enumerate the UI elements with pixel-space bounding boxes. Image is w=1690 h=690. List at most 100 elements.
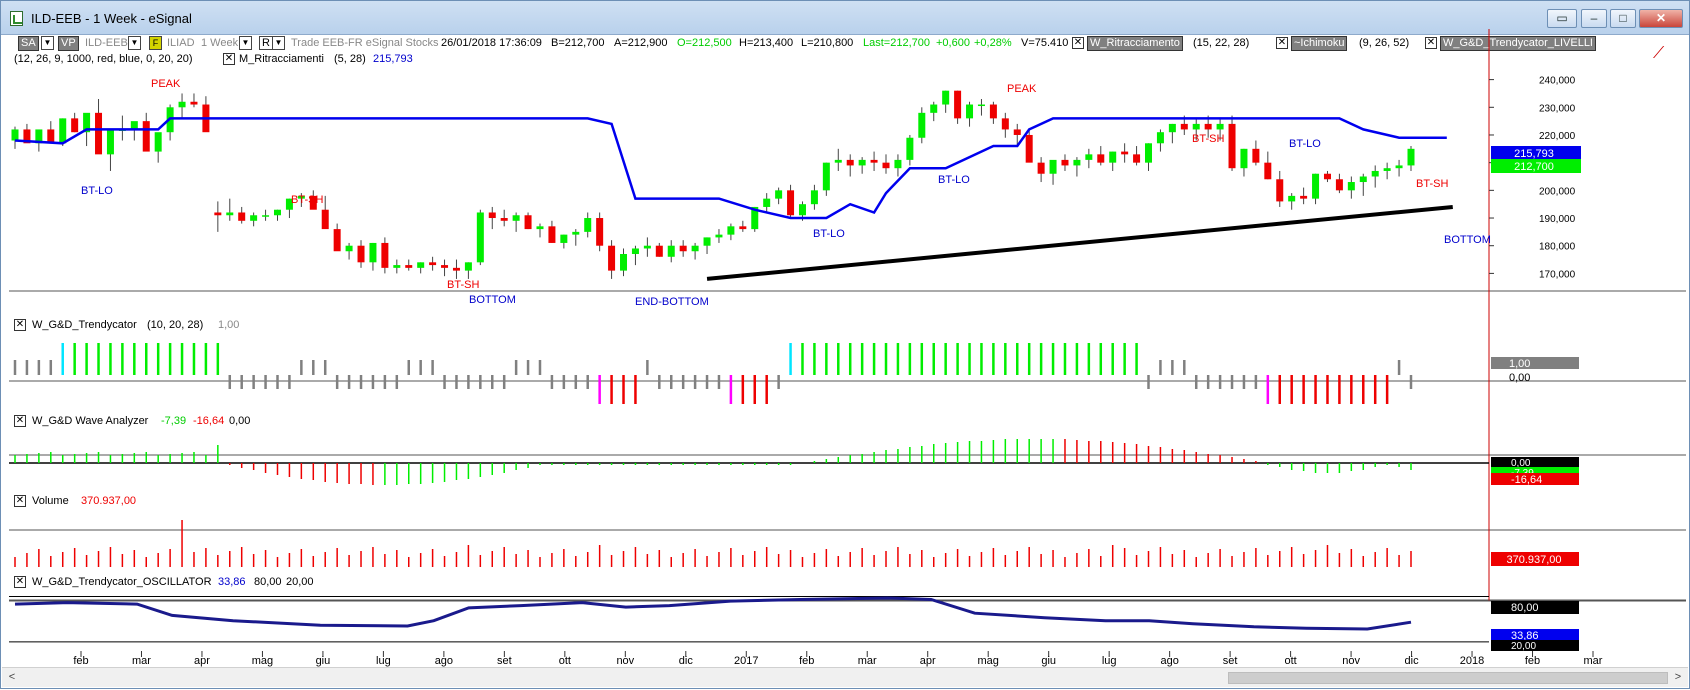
date-label: ago [1160, 655, 1178, 667]
date-label: apr [194, 655, 210, 667]
date-label: giu [1041, 655, 1056, 667]
candle-body [596, 218, 604, 246]
symbol-dropdown-chevron-icon[interactable]: ▼ [128, 36, 141, 50]
trade-info: Trade EEB-FR eSignal Stocks [291, 37, 439, 49]
candle-body [1335, 179, 1343, 191]
horizontal-scrollbar[interactable]: < > [2, 667, 1688, 687]
candle-body [393, 265, 401, 268]
candle-body [381, 242, 389, 268]
osc-badge-20-text: 20,00 [1511, 641, 1536, 652]
date-label: nov [1342, 655, 1360, 667]
minimize-button[interactable]: – [1581, 9, 1607, 28]
bid: B=212,700 [551, 37, 605, 49]
candle-body [822, 162, 830, 191]
study-ichimoku[interactable]: ~Ichimoku [1291, 36, 1348, 51]
interval-dropdown-chevron-icon[interactable]: ▼ [239, 36, 252, 50]
candle-body [1240, 148, 1248, 169]
study-remove-close-icon[interactable]: ✕ [1276, 37, 1288, 49]
candle-body [679, 245, 687, 252]
scroll-right-arrow-icon[interactable]: > [1674, 671, 1682, 683]
candle-body [787, 190, 795, 216]
sa-button[interactable]: SA [18, 36, 39, 51]
candle-body [631, 248, 639, 255]
panel-close-icon[interactable]: ✕ [14, 495, 26, 507]
study-remove-close-icon[interactable]: ✕ [1072, 37, 1084, 49]
candle-body [321, 209, 329, 230]
candle-body [1395, 165, 1403, 169]
candle-body [954, 90, 962, 119]
date-label: feb [73, 655, 88, 667]
candle-body [297, 195, 305, 199]
candle-body [47, 129, 55, 144]
candle-body [23, 129, 31, 144]
date-label: lug [1102, 655, 1117, 667]
candle-body [226, 212, 234, 216]
study-livelli[interactable]: W_G&D_Trendycator_LIVELLI [1440, 36, 1596, 51]
panel-close-icon[interactable]: ✕ [14, 319, 26, 331]
candle-body [83, 112, 91, 133]
date-label: feb [1525, 655, 1540, 667]
chart-annotation: BT-SH [447, 279, 479, 291]
date-label: set [497, 655, 512, 667]
candle-body [703, 237, 711, 246]
candle-body [643, 245, 651, 249]
open: O=212,500 [677, 37, 732, 49]
date-label: apr [920, 655, 936, 667]
study-ritracciamento[interactable]: W_Ritracciamento [1087, 36, 1183, 51]
candle-body [584, 218, 592, 232]
wave-v2: -16,64 [193, 415, 225, 427]
interval-label[interactable]: 1 Week [201, 37, 239, 49]
candle-body [1097, 154, 1105, 163]
candle-body [1216, 123, 1224, 130]
window-title: ILD-EEB - 1 Week - eSignal [31, 11, 192, 26]
candle-body [1025, 134, 1033, 163]
symbol-label[interactable]: ILD-EEB [85, 37, 128, 49]
candle-body [285, 198, 293, 210]
trendycator-title: W_G&D_Trendycator [32, 319, 137, 331]
high: H=213,400 [739, 37, 794, 49]
flag-icon[interactable]: F [149, 36, 162, 50]
restore-layout-button[interactable]: ▭ [1547, 9, 1577, 28]
osc-badge-val [1491, 629, 1579, 642]
date-label: dic [1405, 655, 1420, 667]
chart-annotation: BT-LO [938, 174, 970, 186]
candle-body [846, 159, 854, 166]
osc-badge-80 [1491, 601, 1579, 614]
draw-tools-icon[interactable]: ⟋ [1653, 45, 1665, 62]
candle-body [560, 234, 568, 243]
sa-dropdown-chevron-icon[interactable]: ▼ [41, 36, 54, 50]
candle-body [95, 112, 103, 155]
price-tick-label: 200,000 [1539, 186, 1576, 197]
candle-body [130, 121, 138, 130]
scroll-left-arrow-icon[interactable]: < [8, 671, 16, 683]
candle-body [1168, 123, 1176, 133]
retracement-line [14, 117, 1447, 220]
close-button[interactable]: ✕ [1639, 9, 1683, 28]
wave-v3: 0,00 [229, 415, 251, 427]
study-remove-close-icon[interactable]: ✕ [1425, 37, 1437, 49]
candle-body [1204, 123, 1212, 130]
volume-info: V=75.410 [1021, 37, 1069, 49]
maximize-button[interactable]: □ [1610, 9, 1636, 28]
r-button[interactable]: R [259, 36, 273, 50]
last: Last=212,700 [863, 37, 930, 49]
study-ichimoku-params: (9, 26, 52) [1359, 37, 1410, 49]
vp-button[interactable]: VP [58, 36, 79, 51]
candle-body [1085, 154, 1093, 160]
panel-close-icon[interactable]: ✕ [14, 576, 26, 588]
osc-badge-80-text: 80,00 [1511, 602, 1539, 614]
candle-body [1288, 195, 1296, 202]
panel-close-icon[interactable]: ✕ [14, 415, 26, 427]
chart-annotation: END-BOTTOM [635, 296, 709, 308]
study-m-ritracciamenti[interactable]: M_Ritracciamenti [239, 53, 324, 65]
chart-annotation: BT-SH [1416, 178, 1448, 190]
scrollbar-thumb[interactable] [1228, 672, 1668, 684]
r-dropdown-chevron-icon[interactable]: ▼ [272, 36, 285, 50]
candle-body [739, 226, 747, 230]
study-remove-close-icon[interactable]: ✕ [223, 53, 235, 65]
study-params-row2: (12, 26, 9, 1000, red, blue, 0, 20, 20) [14, 53, 193, 65]
candle-body [166, 107, 174, 133]
date-label: set [1223, 655, 1238, 667]
wave-v1: -7,39 [161, 415, 187, 427]
candle-body [1371, 170, 1379, 177]
